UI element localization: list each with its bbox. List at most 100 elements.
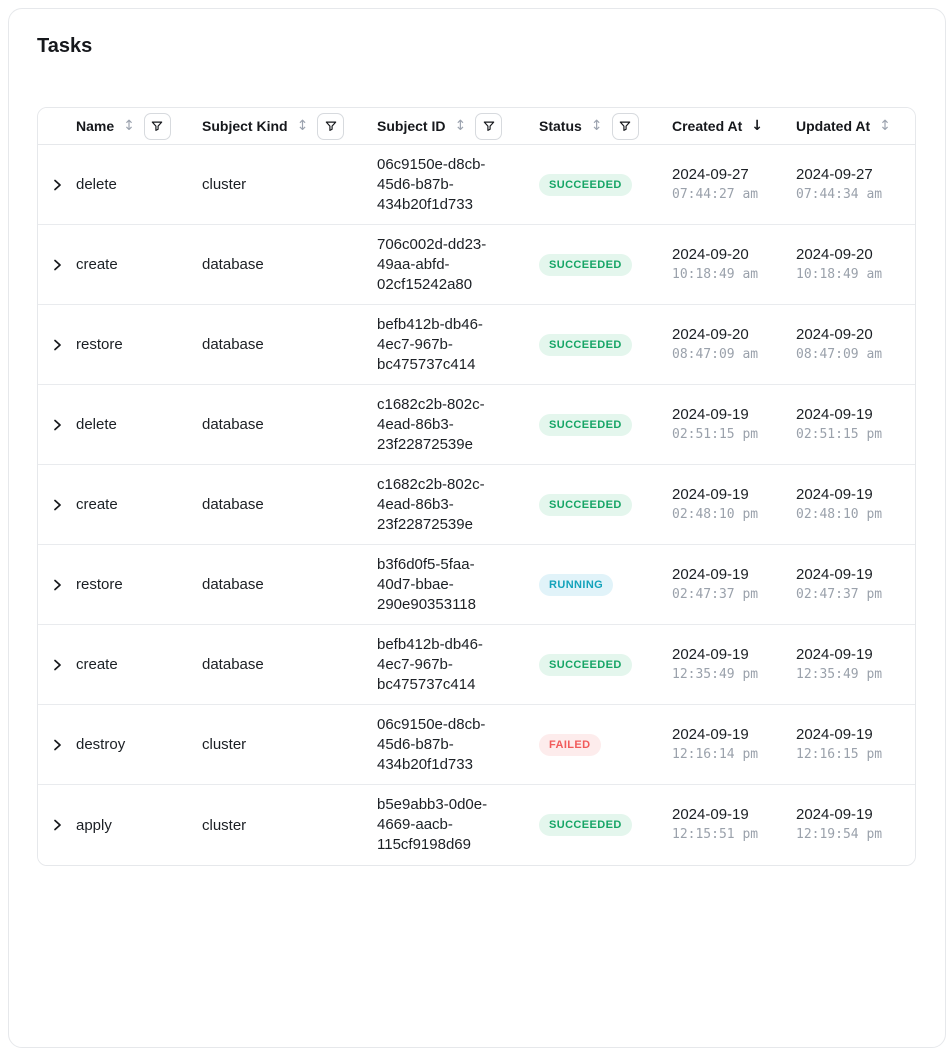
row-expand-button[interactable] xyxy=(47,255,67,275)
row-expand-button[interactable] xyxy=(47,495,67,515)
task-name: delete xyxy=(76,416,117,433)
row-expand-button[interactable] xyxy=(47,175,67,195)
status-badge: FAILED xyxy=(539,733,601,756)
task-name: create xyxy=(76,656,118,673)
created-time: 08:47:09 am xyxy=(672,346,759,362)
filter-button-subject-kind[interactable] xyxy=(317,112,345,140)
updated-at: 2024-09-27 07:44:34 am xyxy=(796,165,915,205)
updated-time: 02:48:10 pm xyxy=(796,506,883,522)
subject-kind: cluster xyxy=(202,736,247,753)
filter-funnel-icon xyxy=(619,121,631,131)
created-date: 2024-09-27 xyxy=(672,165,749,183)
created-date: 2024-09-20 xyxy=(672,245,749,263)
filter-funnel-icon xyxy=(152,121,163,131)
sort-desc-icon: ↓ xyxy=(751,118,764,134)
filter-button-name[interactable] xyxy=(143,112,171,140)
filter-button-subject-id[interactable] xyxy=(475,112,503,140)
updated-date: 2024-09-20 xyxy=(796,245,873,263)
created-date: 2024-09-19 xyxy=(672,485,749,503)
sort-icon: ↕ xyxy=(296,118,309,134)
page-title: Tasks xyxy=(37,35,93,57)
updated-at: 2024-09-19 02:51:15 pm xyxy=(796,405,915,445)
sort-icon: ↕ xyxy=(123,118,135,134)
updated-date: 2024-09-19 xyxy=(796,485,873,503)
created-date: 2024-09-20 xyxy=(672,325,749,343)
sort-icon: ↕ xyxy=(454,118,467,134)
header-cell-name: Name ↕ xyxy=(76,112,202,140)
updated-date: 2024-09-19 xyxy=(796,725,873,743)
header-cell-created-at: Created At ↓ xyxy=(672,118,796,134)
chevron-right-icon xyxy=(54,739,61,750)
sort-icon: ↕ xyxy=(879,118,891,134)
updated-time: 10:18:49 am xyxy=(796,266,883,282)
sort-button-name[interactable]: ↕ xyxy=(123,118,135,134)
filter-funnel-icon xyxy=(483,121,494,131)
column-label-name: Name xyxy=(76,118,115,134)
subject-id: c1682c2b-802c-4ead-86b3-23f22872539e xyxy=(377,395,485,453)
sort-button-status[interactable]: ↕ xyxy=(591,118,603,134)
status-badge: SUCCEEDED xyxy=(539,814,632,836)
subject-kind: cluster xyxy=(202,816,247,834)
column-label-status: Status xyxy=(539,118,582,134)
created-at: 2024-09-20 10:18:49 am xyxy=(672,245,796,285)
created-time: 02:51:15 pm xyxy=(672,426,759,442)
row-expand-button[interactable] xyxy=(47,735,67,755)
sort-button-created-at[interactable]: ↓ xyxy=(751,118,763,134)
sort-button-subject-id[interactable]: ↕ xyxy=(454,118,466,134)
row-expand-button[interactable] xyxy=(47,415,67,435)
filter-button-status[interactable] xyxy=(611,112,639,140)
task-name: destroy xyxy=(76,736,126,753)
table-row: restore database b3f6d0f5-5faa-40d7-bbae… xyxy=(38,545,915,625)
created-date: 2024-09-19 xyxy=(672,645,749,663)
sort-button-subject-kind[interactable]: ↕ xyxy=(297,118,309,134)
created-at: 2024-09-20 08:47:09 am xyxy=(672,325,796,365)
created-date: 2024-09-19 xyxy=(672,725,749,743)
subject-kind: database xyxy=(202,336,264,353)
created-date: 2024-09-19 xyxy=(672,806,749,823)
created-at: 2024-09-19 02:48:10 pm xyxy=(672,485,796,525)
status-badge: SUCCEEDED xyxy=(539,173,632,196)
subject-id: befb412b-db46-4ec7-967b-bc475737c414 xyxy=(377,315,483,373)
updated-time: 02:47:37 pm xyxy=(796,586,883,602)
updated-at: 2024-09-19 02:48:10 pm xyxy=(796,485,915,525)
created-time: 12:16:14 pm xyxy=(672,746,759,762)
task-name: create xyxy=(76,256,118,273)
created-time: 12:15:51 pm xyxy=(672,827,759,842)
chevron-right-icon xyxy=(54,819,61,831)
table-row: apply cluster b5e9abb3-0d0e-4669-aacb-11… xyxy=(38,785,915,865)
row-expand-button[interactable] xyxy=(47,815,67,835)
table-row: restore database befb412b-db46-4ec7-967b… xyxy=(38,305,915,385)
updated-at: 2024-09-20 10:18:49 am xyxy=(796,245,915,285)
updated-at: 2024-09-19 02:47:37 pm xyxy=(796,565,915,605)
sort-button-updated-at[interactable]: ↕ xyxy=(879,118,891,134)
task-name: apply xyxy=(76,816,112,834)
row-expand-button[interactable] xyxy=(47,655,67,675)
updated-date: 2024-09-19 xyxy=(796,645,873,663)
updated-at: 2024-09-19 12:35:49 pm xyxy=(796,645,915,685)
created-time: 12:35:49 pm xyxy=(672,666,759,682)
row-expand-button[interactable] xyxy=(47,335,67,355)
table-row: destroy cluster 06c9150e-d8cb-45d6-b87b-… xyxy=(38,705,915,785)
subject-id: 706c002d-dd23-49aa-abfd-02cf15242a80 xyxy=(377,235,487,293)
chevron-right-icon xyxy=(54,579,61,590)
updated-date: 2024-09-19 xyxy=(796,405,873,423)
chevron-right-icon xyxy=(54,339,61,350)
subject-kind: database xyxy=(202,576,264,593)
created-at: 2024-09-19 02:51:15 pm xyxy=(672,405,796,445)
subject-kind: database xyxy=(202,256,264,273)
subject-kind: database xyxy=(202,416,264,433)
subject-kind: database xyxy=(202,496,264,513)
subject-id: 06c9150e-d8cb-45d6-b87b-434b20f1d733 xyxy=(377,155,486,213)
chevron-right-icon xyxy=(54,659,61,670)
row-expand-button[interactable] xyxy=(47,575,67,595)
task-name: restore xyxy=(76,576,123,593)
filter-funnel-icon xyxy=(325,121,337,131)
subject-id: b3f6d0f5-5faa-40d7-bbae-290e90353118 xyxy=(377,555,476,613)
created-time: 07:44:27 am xyxy=(672,186,759,202)
updated-time: 12:35:49 pm xyxy=(796,666,883,682)
task-name: restore xyxy=(76,336,123,353)
table-row: create database c1682c2b-802c-4ead-86b3-… xyxy=(38,465,915,545)
header-cell-updated-at: Updated At ↕ xyxy=(796,118,915,134)
table-row: create database 706c002d-dd23-49aa-abfd-… xyxy=(38,225,915,305)
status-badge: RUNNING xyxy=(539,573,614,596)
